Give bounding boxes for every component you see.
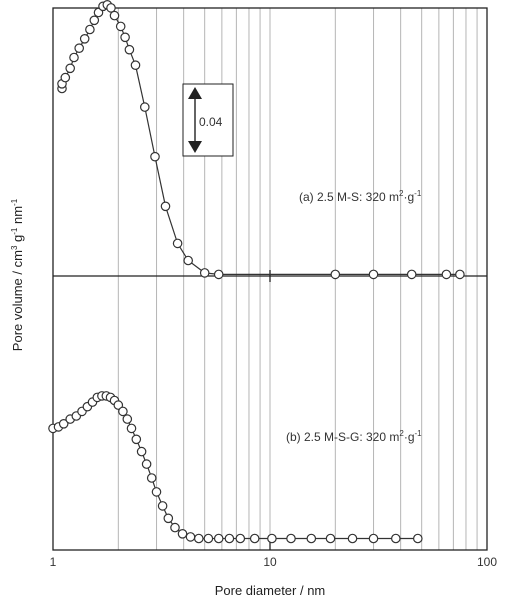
data-point-a: [213, 269, 224, 280]
data-point-a: [60, 72, 71, 83]
data-point-b: [267, 533, 277, 544]
data-point-a: [115, 21, 126, 32]
series-a-label: (a) 2.5 M-S: 320 m2·g-1: [299, 189, 422, 204]
data-point-a: [199, 268, 210, 278]
data-point-a: [69, 52, 79, 63]
data-point-a: [89, 15, 100, 26]
data-point-a: [183, 255, 193, 266]
data-point-b: [213, 533, 224, 544]
data-point-b: [203, 533, 214, 544]
data-point-a: [150, 151, 160, 162]
data-point-b: [157, 501, 168, 511]
data-point-a: [109, 10, 120, 21]
series-layer: [48, 0, 465, 544]
data-point-a: [455, 269, 465, 280]
data-point-b: [131, 434, 142, 445]
data-point-a: [130, 60, 141, 70]
data-point-b: [390, 533, 401, 544]
data-point-a: [368, 269, 379, 280]
data-point-a: [172, 238, 183, 249]
data-point-b: [224, 533, 235, 544]
scale-bar-label: 0.04: [199, 115, 223, 129]
data-point-a: [74, 43, 84, 53]
data-point-a: [106, 3, 116, 13]
data-point-a: [330, 269, 341, 280]
data-point-b: [118, 406, 128, 417]
data-point-b: [126, 423, 137, 434]
data-point-b: [235, 533, 246, 544]
data-point-b: [185, 532, 196, 542]
data-point-b: [194, 533, 204, 544]
data-point-a: [120, 32, 130, 43]
data-point-a: [140, 102, 150, 112]
data-point-b: [163, 513, 174, 524]
data-point-b: [177, 528, 188, 539]
x-axis-label: Pore diameter / nm: [215, 583, 326, 598]
data-point-b: [286, 533, 296, 544]
data-point-b: [368, 533, 379, 544]
data-point-b: [113, 400, 124, 410]
data-point-b: [151, 487, 162, 497]
data-point-b: [141, 459, 152, 469]
series-line-b: [52, 395, 418, 540]
data-point-b: [412, 533, 423, 544]
data-point-b: [146, 473, 157, 483]
data-point-a: [65, 63, 75, 74]
data-point-a: [124, 44, 135, 55]
data-point-b: [325, 533, 336, 544]
data-point-a: [160, 201, 171, 212]
data-point-a: [406, 269, 417, 280]
x-tick-label-10: 10: [263, 555, 277, 569]
data-point-b: [58, 418, 69, 429]
data-point-b: [170, 522, 180, 533]
scale-bar: 0.04: [182, 83, 234, 157]
data-point-a: [79, 33, 90, 44]
data-point-b: [249, 533, 260, 544]
x-tick-label-1: 1: [50, 555, 57, 569]
data-point-a: [85, 24, 95, 35]
y-axis-label: Pore volume / cm3 g-1 nm-1: [10, 198, 25, 351]
data-point-a: [441, 269, 452, 280]
x-tick-label-100: 100: [477, 555, 497, 569]
series-b-label: (b) 2.5 M-S-G: 320 m2·g-1: [286, 429, 422, 444]
data-point-b: [136, 446, 147, 457]
data-point-b: [347, 533, 358, 544]
data-point-b: [306, 533, 317, 544]
data-point-b: [122, 414, 133, 424]
